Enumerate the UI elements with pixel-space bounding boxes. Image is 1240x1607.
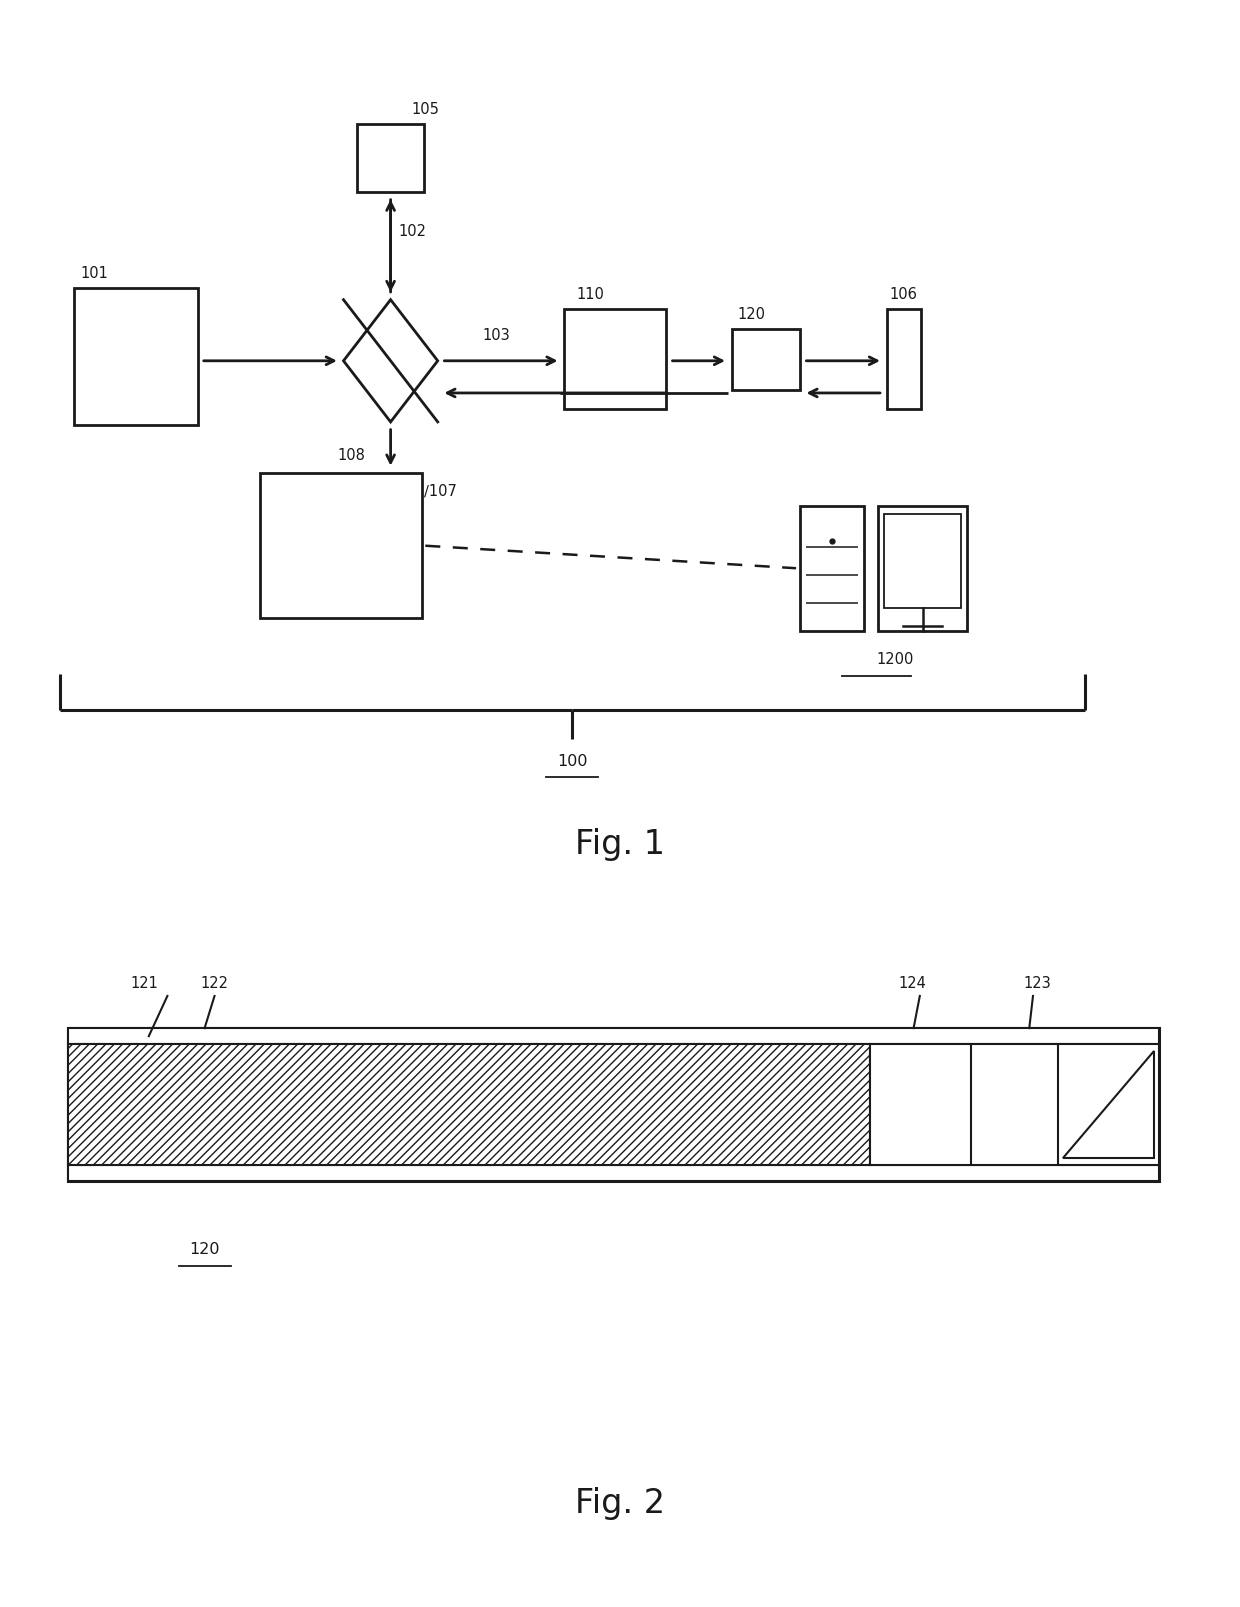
Text: 120: 120 bbox=[738, 307, 766, 321]
Text: Fig. 2: Fig. 2 bbox=[575, 1486, 665, 1519]
Bar bbox=[732, 329, 800, 391]
Bar bbox=[870, 1045, 1159, 1165]
Text: 121: 121 bbox=[130, 975, 157, 990]
Bar bbox=[800, 506, 864, 632]
Text: 106: 106 bbox=[889, 288, 916, 302]
Text: 123: 123 bbox=[1023, 975, 1050, 990]
Text: ∕107: ∕107 bbox=[424, 484, 458, 498]
Bar bbox=[564, 310, 666, 410]
Text: Fig. 1: Fig. 1 bbox=[575, 828, 665, 860]
Text: 122: 122 bbox=[201, 975, 229, 990]
Bar bbox=[68, 1165, 1159, 1181]
Bar bbox=[357, 125, 424, 193]
Bar bbox=[68, 1045, 870, 1165]
Text: 102: 102 bbox=[398, 223, 427, 238]
Bar bbox=[260, 474, 422, 619]
Bar bbox=[68, 1028, 1159, 1045]
Text: 1200: 1200 bbox=[877, 652, 914, 667]
Polygon shape bbox=[1063, 1051, 1154, 1159]
Bar bbox=[878, 506, 967, 632]
Text: 101: 101 bbox=[81, 267, 108, 281]
Bar bbox=[68, 1028, 1159, 1181]
Text: 100: 100 bbox=[557, 754, 588, 768]
Text: 124: 124 bbox=[899, 975, 926, 990]
Bar bbox=[884, 514, 961, 609]
Bar bbox=[74, 289, 198, 426]
Text: 103: 103 bbox=[482, 328, 510, 342]
Text: 105: 105 bbox=[412, 103, 439, 117]
Text: 110: 110 bbox=[577, 288, 604, 302]
Text: 108: 108 bbox=[337, 448, 365, 463]
Bar bbox=[887, 310, 921, 410]
Polygon shape bbox=[343, 301, 438, 423]
Text: 120: 120 bbox=[190, 1242, 219, 1257]
